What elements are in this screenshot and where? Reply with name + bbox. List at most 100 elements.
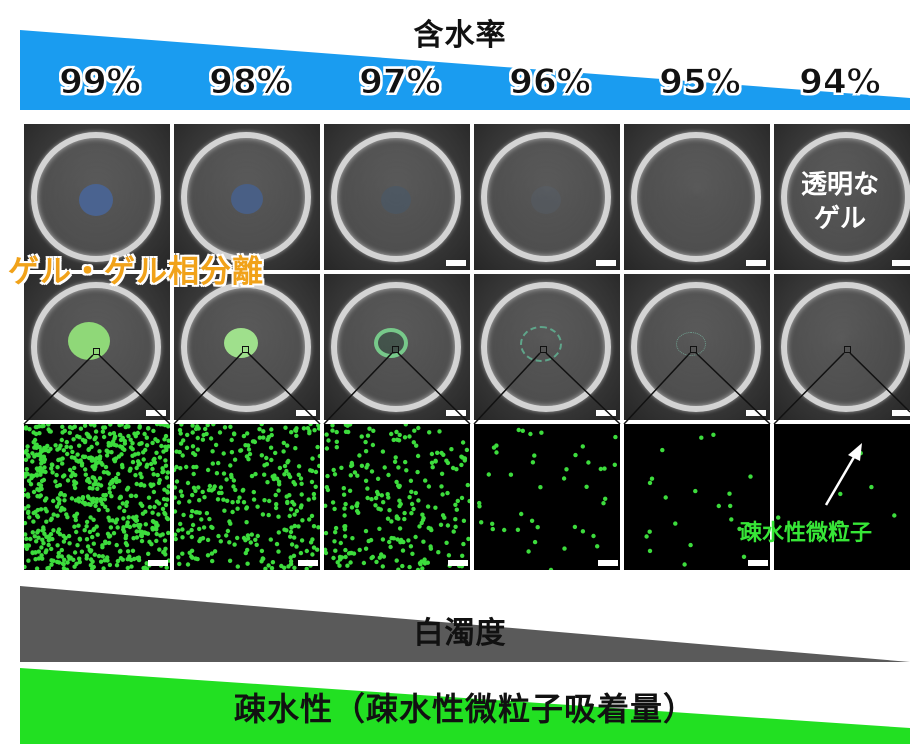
particle-dot bbox=[51, 498, 56, 504]
particle-dot bbox=[341, 486, 346, 491]
particle-dot bbox=[178, 431, 183, 436]
particle-dot bbox=[535, 525, 540, 530]
particle-dot bbox=[138, 522, 143, 528]
microscopy-99 bbox=[24, 424, 170, 570]
particle-dot bbox=[114, 563, 120, 568]
particle-dot bbox=[445, 523, 451, 528]
particle-dot bbox=[180, 535, 185, 540]
particle-dot bbox=[285, 460, 290, 465]
particle-dot bbox=[115, 471, 121, 477]
particle-dot bbox=[439, 450, 444, 456]
particle-dot bbox=[381, 500, 386, 505]
particle-dot bbox=[289, 430, 294, 435]
particle-dot bbox=[282, 472, 287, 477]
particle-dot bbox=[311, 524, 317, 529]
particle-dot bbox=[348, 560, 353, 565]
particle-dot bbox=[342, 513, 347, 518]
particle-dot bbox=[311, 491, 317, 497]
particle-dot bbox=[232, 457, 238, 462]
particle-dot bbox=[301, 426, 307, 431]
particle-dot bbox=[160, 469, 165, 475]
particle-dot bbox=[130, 548, 136, 553]
particle-dot bbox=[89, 548, 94, 553]
particle-dot bbox=[580, 444, 585, 449]
particle-dot bbox=[402, 516, 407, 522]
particle-dot bbox=[125, 485, 131, 490]
particle-dot bbox=[37, 431, 42, 436]
particle-dot bbox=[195, 510, 200, 515]
particle-dot bbox=[419, 520, 424, 526]
particle-dot bbox=[72, 485, 78, 491]
particle-dot bbox=[235, 564, 240, 569]
particle-dot bbox=[77, 536, 82, 541]
particle-dot bbox=[257, 427, 262, 432]
particle-dot bbox=[331, 555, 336, 561]
particle-dot bbox=[343, 424, 349, 427]
particle-dot bbox=[460, 440, 466, 445]
particle-dot bbox=[261, 429, 266, 434]
particle-dot bbox=[101, 434, 107, 440]
particle-dots bbox=[477, 427, 618, 570]
particle-dot bbox=[154, 538, 159, 544]
particle-dot bbox=[82, 439, 88, 445]
particle-dot bbox=[38, 486, 44, 491]
dish-photo-96 bbox=[474, 124, 620, 270]
particle-dot bbox=[95, 532, 100, 537]
dish-ring bbox=[781, 132, 910, 262]
particle-dot bbox=[324, 446, 330, 451]
particle-dot bbox=[265, 480, 270, 485]
particle-dots bbox=[24, 424, 170, 570]
particle-dot bbox=[411, 506, 416, 512]
particle-dot bbox=[201, 525, 207, 530]
particle-dots bbox=[644, 432, 753, 567]
particle-dot bbox=[245, 431, 250, 436]
particle-dot bbox=[426, 484, 432, 489]
scale-bar bbox=[298, 560, 318, 566]
particle-dot bbox=[869, 484, 874, 490]
particle-adsorption-spot bbox=[68, 322, 110, 360]
particle-dot bbox=[251, 439, 257, 444]
scale-bar bbox=[446, 260, 466, 266]
particle-dot bbox=[343, 501, 348, 507]
particle-dot bbox=[24, 467, 29, 472]
particle-dot bbox=[274, 541, 280, 547]
particle-dot bbox=[116, 454, 122, 459]
particle-dot bbox=[30, 451, 35, 456]
particle-dot bbox=[111, 531, 117, 536]
particle-dot bbox=[417, 524, 422, 529]
particle-dot bbox=[124, 500, 130, 505]
particle-dot bbox=[241, 433, 247, 439]
particle-dot bbox=[601, 501, 606, 506]
particle-dot bbox=[28, 482, 34, 487]
particle-dot bbox=[48, 446, 53, 452]
particle-dot bbox=[76, 499, 82, 504]
particle-dot bbox=[46, 534, 52, 539]
particle-dot bbox=[78, 426, 84, 431]
particle-dot bbox=[122, 438, 128, 444]
particle-dot bbox=[147, 539, 152, 544]
particle-dot bbox=[365, 495, 370, 501]
fluorescence-dish-98 bbox=[174, 274, 320, 420]
particle-dot bbox=[292, 523, 297, 529]
particle-dot bbox=[415, 567, 421, 570]
particle-dot bbox=[313, 484, 318, 489]
particle-dot bbox=[306, 497, 311, 502]
particle-dot bbox=[84, 519, 90, 525]
particle-dot bbox=[24, 492, 27, 498]
particle-dot bbox=[117, 505, 122, 510]
particle-dot bbox=[282, 527, 287, 532]
particle-dot bbox=[439, 484, 444, 489]
particle-dot bbox=[77, 556, 82, 561]
particle-dot bbox=[287, 474, 293, 480]
particle-dot bbox=[288, 555, 293, 560]
particle-dot bbox=[76, 459, 82, 464]
particle-dot bbox=[195, 435, 200, 441]
particle-dot bbox=[281, 449, 286, 454]
particle-dot bbox=[164, 515, 170, 521]
particle-dot bbox=[88, 424, 94, 427]
particle-dot bbox=[266, 512, 271, 518]
particle-dot bbox=[403, 424, 408, 427]
particle-dot bbox=[335, 560, 340, 565]
particle-dot bbox=[213, 442, 219, 448]
particle-dot bbox=[181, 512, 186, 518]
